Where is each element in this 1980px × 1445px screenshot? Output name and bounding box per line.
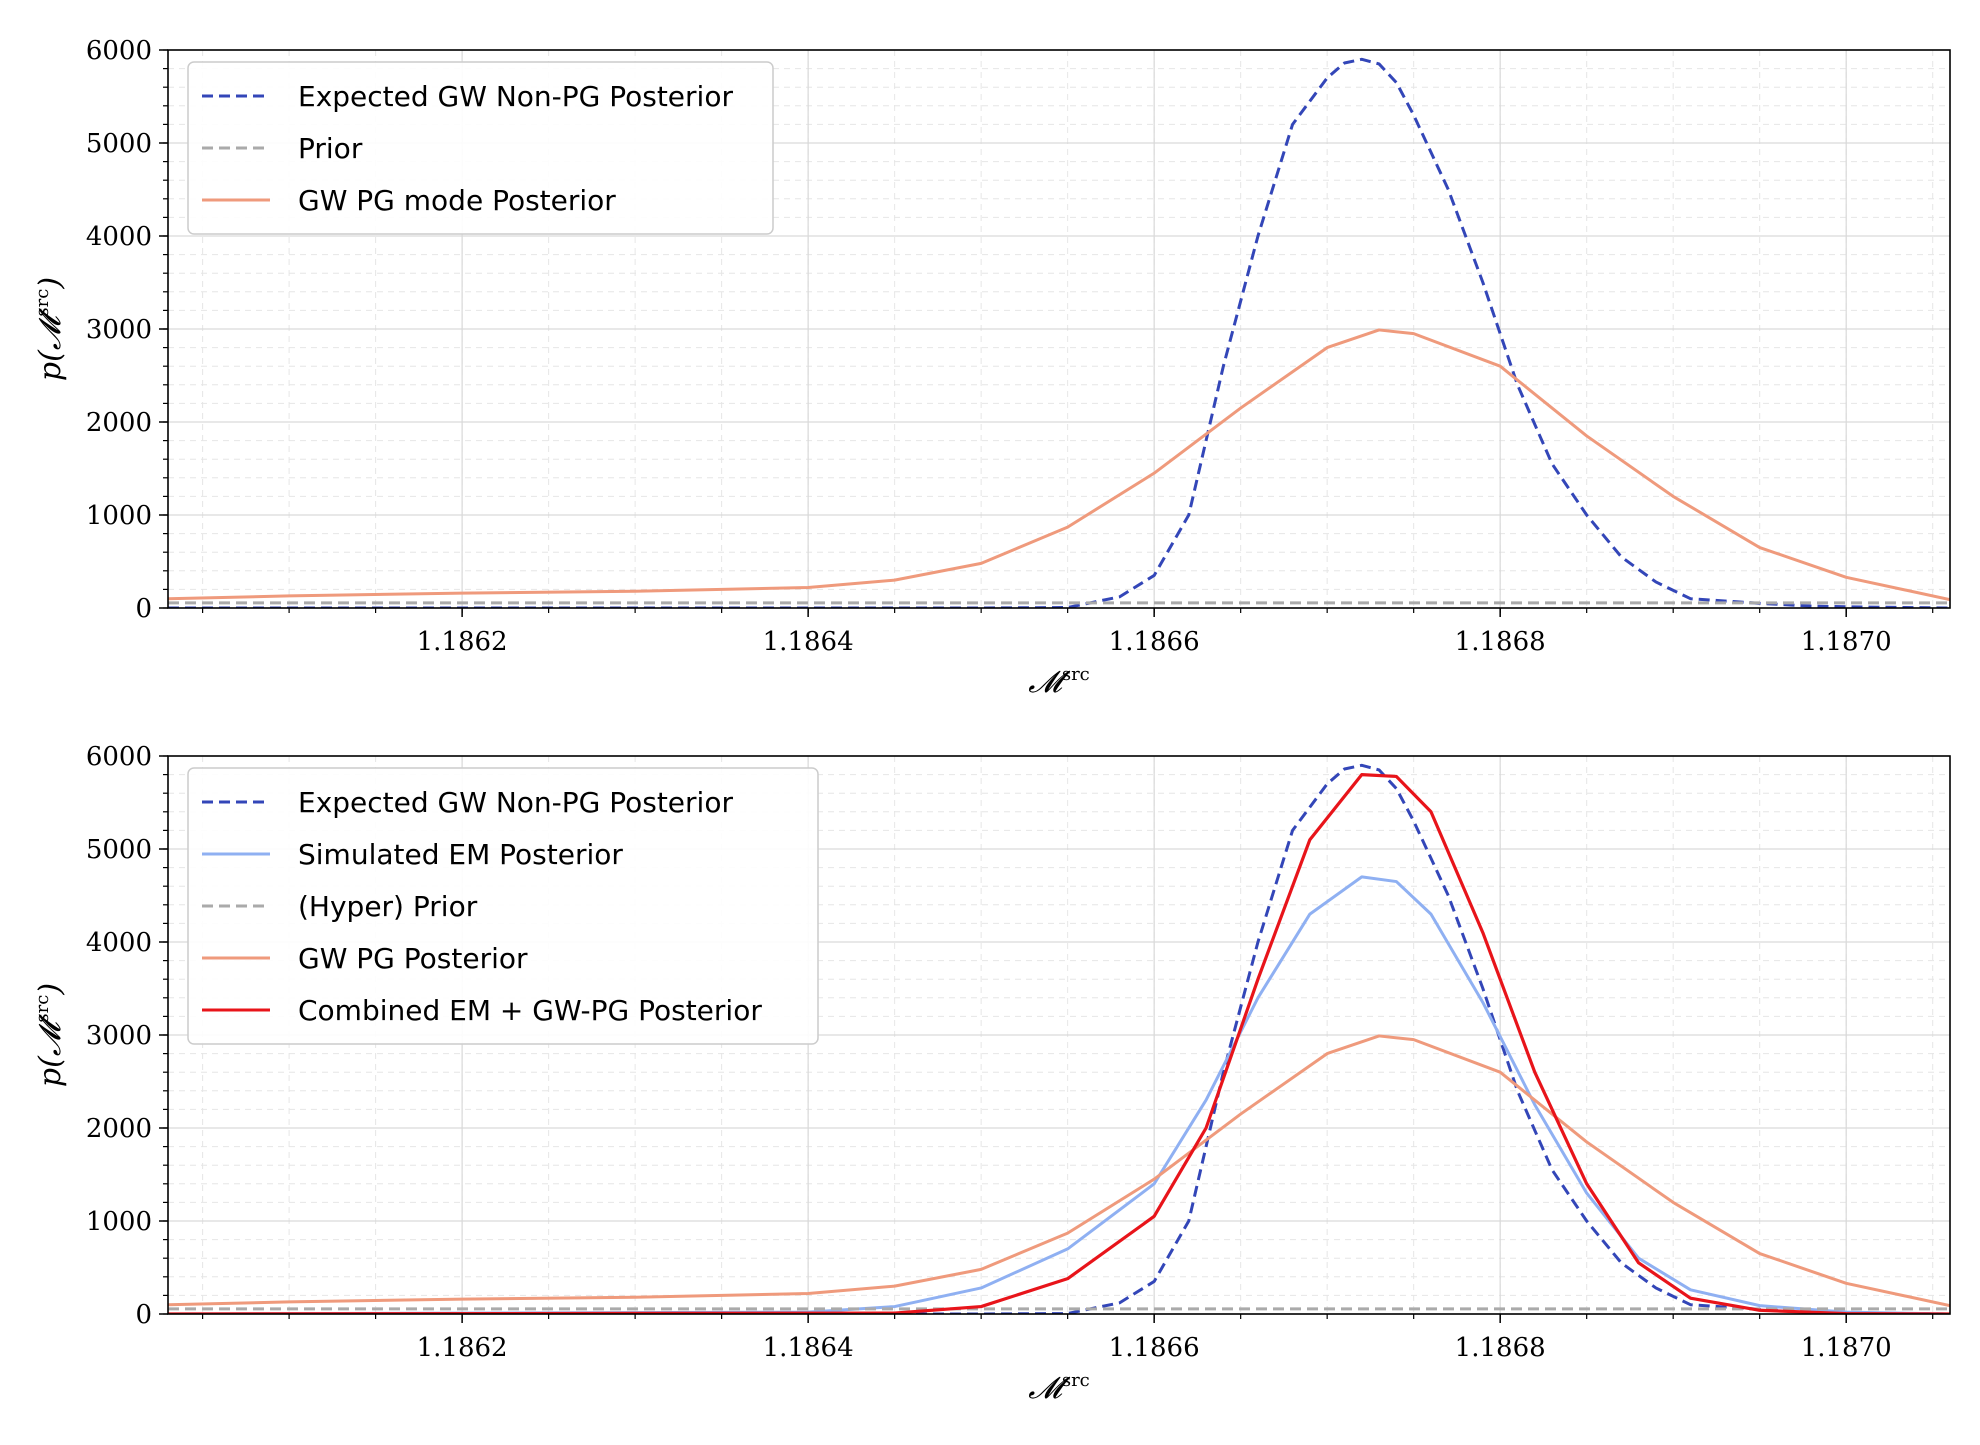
- legend: Expected GW Non-PG Posterior Simulated EM…: [187, 767, 819, 1045]
- y-tick-label: 3000: [86, 315, 152, 345]
- y-tick-label: 4000: [86, 928, 152, 958]
- x-tick-label: 1.1862: [417, 627, 508, 657]
- y-tick-label: 2000: [86, 408, 152, 438]
- y-tick-label: 5000: [86, 129, 152, 159]
- y-tick-label: 6000: [86, 742, 152, 772]
- x-tick-label: 1.1866: [1109, 1333, 1200, 1363]
- y-axis-label: p(𝓜src): [32, 983, 68, 1087]
- series-line-5: [168, 773, 1950, 1314]
- y-axis-label: p(𝓜src): [32, 277, 68, 381]
- series-line-4: [168, 1034, 1950, 1308]
- y-tick-label: 2000: [86, 1114, 152, 1144]
- legend-entry-label: (Hyper) Prior: [298, 890, 478, 923]
- x-axis-label: 𝓜src: [1028, 664, 1090, 700]
- legend-entry-label: GW PG mode Posterior: [298, 184, 616, 217]
- x-tick-label: 1.1864: [763, 627, 854, 657]
- y-tick-label: 6000: [86, 36, 152, 66]
- y-tick-label: 4000: [86, 222, 152, 252]
- legend-box: [187, 767, 819, 1045]
- y-tick-label: 3000: [86, 1021, 152, 1051]
- x-tick-label: 1.1868: [1455, 1333, 1546, 1363]
- x-tick-label: 1.1870: [1801, 1333, 1892, 1363]
- x-tick-label: 1.1864: [763, 1333, 854, 1363]
- chart-panel-2: 1.1862 1.1864 1.1866 1.1868 1.1870 0 1000 2000 3…: [32, 742, 1951, 1406]
- legend-entry-label: GW PG Posterior: [298, 942, 528, 975]
- series-group: [168, 57, 1950, 608]
- series-line-3: [168, 328, 1950, 602]
- chart-panel-1: 1.1862 1.1864 1.1866 1.1868 1.1870 0 1000 2000 3…: [32, 36, 1951, 700]
- y-tick-label: 5000: [86, 835, 152, 865]
- legend-entry-label: Expected GW Non-PG Posterior: [298, 786, 733, 819]
- x-axis-label: 𝓜src: [1028, 1370, 1090, 1406]
- y-tick-label: 1000: [86, 501, 152, 531]
- y-tick-label: 0: [135, 1300, 152, 1330]
- legend: Expected GW Non-PG Posterior Prior GW PG m…: [187, 61, 774, 235]
- y-tick-label: 0: [135, 594, 152, 624]
- x-tick-label: 1.1870: [1801, 627, 1892, 657]
- x-tick-label: 1.1866: [1109, 627, 1200, 657]
- series-group: [168, 763, 1950, 1314]
- x-tick-label: 1.1862: [417, 1333, 508, 1363]
- y-tick-label: 1000: [86, 1207, 152, 1237]
- series-line-2: [168, 875, 1950, 1314]
- legend-entry-label: Expected GW Non-PG Posterior: [298, 80, 733, 113]
- legend-box: [187, 61, 774, 235]
- legend-entry-label: Prior: [298, 132, 363, 165]
- legend-entry-label: Simulated EM Posterior: [298, 838, 623, 871]
- x-tick-label: 1.1868: [1455, 627, 1546, 657]
- legend-entry-label: Combined EM + GW-PG Posterior: [298, 994, 762, 1027]
